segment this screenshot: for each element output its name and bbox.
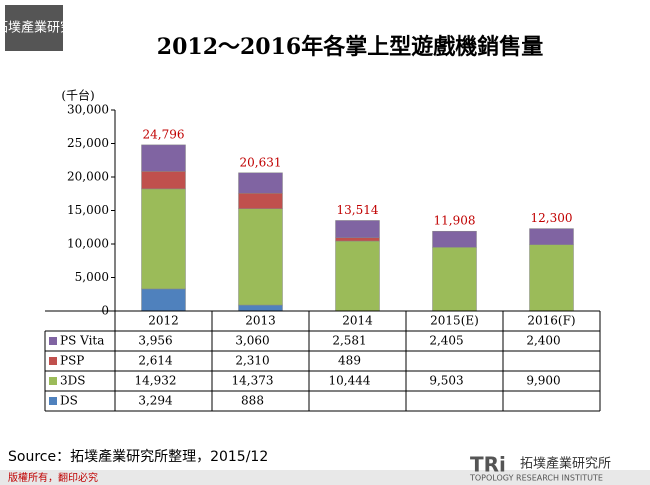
copyright: 版權所有，翻印必究	[8, 471, 98, 484]
bar-segment	[432, 247, 477, 312]
legend-swatch	[49, 377, 57, 385]
chart-title: 2012～2016年各掌上型遊戲機銷售量	[157, 34, 543, 60]
logo-box	[5, 5, 63, 51]
legend-label: PS Vita	[60, 334, 104, 348]
legend-label: 3DS	[60, 374, 85, 388]
total-label: 24,796	[143, 127, 185, 141]
bar-segment	[238, 304, 283, 312]
bar-segment	[529, 244, 574, 312]
table-value: 2,614	[138, 354, 173, 368]
x-tick-label: 2015(E)	[430, 314, 479, 328]
table-value: 9,900	[526, 374, 560, 388]
legend-swatch	[49, 397, 57, 405]
bar-segment	[335, 237, 380, 242]
table-value: 3,060	[235, 334, 269, 348]
bar-segment	[141, 171, 186, 190]
bar-segment	[141, 188, 186, 290]
bar-segment	[335, 240, 380, 312]
table-value: 14,932	[135, 374, 177, 388]
total-label: 11,908	[434, 214, 476, 228]
y-tick-label: 10,000	[67, 237, 109, 251]
table-value: 888	[241, 394, 264, 408]
logo: 拓墣產業研究	[0, 20, 73, 36]
bar-segment	[432, 230, 477, 248]
source: Source：拓墣產業研究所整理，2015/12	[8, 448, 268, 465]
table-value: 2,400	[526, 334, 560, 348]
table-value: 2,310	[235, 354, 269, 368]
table-value: 9,503	[429, 374, 463, 388]
bar-segment	[529, 228, 574, 245]
legend-swatch	[49, 337, 57, 345]
bar-segment	[141, 144, 186, 172]
bar-segment	[238, 172, 283, 194]
tri-mark: TRi	[470, 453, 506, 477]
total-label: 12,300	[531, 211, 573, 225]
y-tick-label: 30,000	[67, 103, 109, 117]
footer-band	[0, 470, 650, 485]
y-tick-label: 25,000	[67, 136, 109, 150]
table-value: 489	[338, 354, 361, 368]
bar-segment	[141, 288, 186, 312]
footer-logo-en: TOPOLOGY RESEARCH INSTITUTE	[469, 474, 603, 483]
table-value: 14,373	[232, 374, 274, 388]
x-tick-label: 2016(F)	[527, 314, 575, 328]
total-label: 20,631	[240, 155, 282, 169]
table-value: 3,956	[138, 334, 172, 348]
table-value: 2,405	[429, 334, 463, 348]
y-tick-label: 15,000	[67, 203, 109, 217]
table-value: 2,581	[332, 334, 366, 348]
footer-logo: 拓墣產業研究所	[520, 456, 611, 472]
y-tick-label: 5,000	[75, 270, 109, 284]
bar-segment	[238, 193, 283, 210]
bar-segment	[238, 208, 283, 306]
y-tick-label: 20,000	[67, 170, 109, 184]
table-value: 3,294	[138, 394, 173, 408]
legend-label: PSP	[60, 354, 84, 368]
table-value: 10,444	[329, 374, 371, 388]
total-label: 13,514	[337, 203, 379, 217]
x-tick-label: 2014	[342, 314, 373, 328]
legend-label: DS	[60, 394, 78, 408]
y-axis-label: (千台)	[61, 88, 94, 103]
legend-swatch	[49, 357, 57, 365]
x-tick-label: 2012	[148, 314, 179, 328]
bar-segment	[335, 220, 380, 238]
x-tick-label: 2013	[245, 314, 276, 328]
